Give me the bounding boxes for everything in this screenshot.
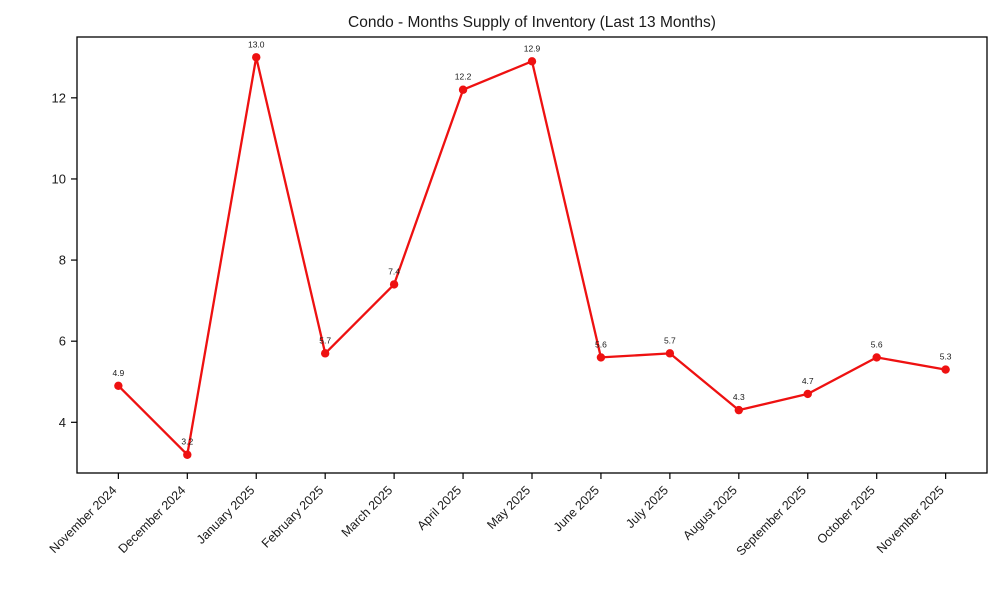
y-axis-tick-label: 12 <box>52 90 66 105</box>
x-axis-tick-label: April 2025 <box>414 483 464 533</box>
data-point-marker <box>252 53 261 62</box>
data-point-marker <box>665 349 675 358</box>
x-axis-tick-label: November 2025 <box>874 483 947 556</box>
data-point-marker <box>458 85 468 94</box>
data-point-label: 5.3 <box>940 352 952 362</box>
data-point-label: 12.2 <box>455 72 472 82</box>
data-point-marker <box>183 450 192 459</box>
x-axis-tick-label: November 2024 <box>47 483 120 556</box>
data-line <box>117 56 947 456</box>
data-point-label: 5.7 <box>664 335 676 345</box>
data-point-marker <box>527 57 537 66</box>
data-point-marker <box>320 349 330 358</box>
data-point-label: 12.9 <box>524 43 541 53</box>
chart-title: Condo - Months Supply of Inventory (Last… <box>348 14 716 31</box>
data-point-label: 5.7 <box>319 335 331 345</box>
y-axis-tick-label: 6 <box>59 334 66 349</box>
data-point-label: 7.4 <box>388 266 400 276</box>
data-point-label: 13.0 <box>248 39 265 49</box>
plot-border <box>76 36 988 474</box>
data-point-label: 4.9 <box>112 368 124 378</box>
x-axis-tick-label: December 2024 <box>116 483 189 556</box>
data-point-marker <box>734 405 744 415</box>
x-axis-tick-label: July 2025 <box>623 483 671 531</box>
data-point-marker <box>941 365 950 374</box>
x-axis-tick-label: January 2025 <box>194 483 257 546</box>
x-axis-tick-label: September 2025 <box>734 483 809 558</box>
data-point-marker <box>872 353 881 362</box>
y-axis-tick-label: 10 <box>52 171 66 186</box>
data-point-label: 4.3 <box>733 392 745 402</box>
y-axis-tick-label: 4 <box>59 415 66 430</box>
data-point-marker <box>389 280 399 289</box>
data-point-label: 5.6 <box>871 339 883 349</box>
data-point-marker <box>803 389 812 399</box>
data-point-marker <box>114 381 123 390</box>
x-axis-tick-label: October 2025 <box>814 483 877 546</box>
x-axis-tick-label: March 2025 <box>339 483 396 540</box>
x-axis-tick-label: August 2025 <box>680 483 740 543</box>
data-point-marker <box>596 353 606 362</box>
data-point-label: 4.7 <box>802 376 814 386</box>
x-axis-tick-label: February 2025 <box>259 483 326 550</box>
data-point-label: 5.6 <box>595 339 607 349</box>
y-axis-tick-label: 8 <box>59 253 66 268</box>
x-axis-tick-label: May 2025 <box>484 483 533 532</box>
data-point-label: 3.2 <box>181 437 193 447</box>
x-axis-tick-label: June 2025 <box>551 483 602 534</box>
